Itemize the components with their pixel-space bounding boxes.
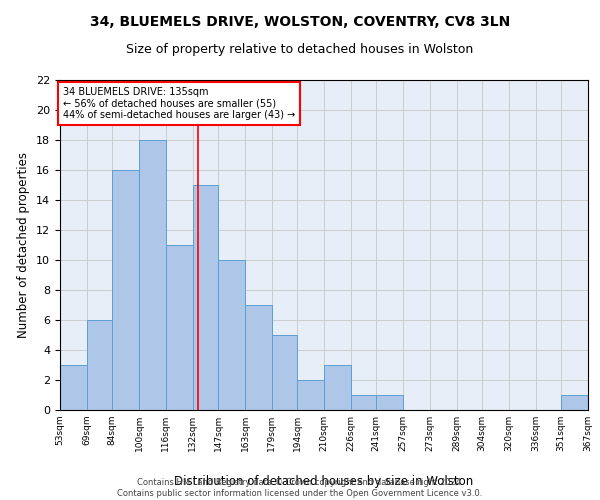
Text: 34, BLUEMELS DRIVE, WOLSTON, COVENTRY, CV8 3LN: 34, BLUEMELS DRIVE, WOLSTON, COVENTRY, C… [90, 15, 510, 29]
Bar [297, 380, 324, 410]
Bar [561, 395, 588, 410]
Text: 34 BLUEMELS DRIVE: 135sqm
← 56% of detached houses are smaller (55)
44% of semi-: 34 BLUEMELS DRIVE: 135sqm ← 56% of detac… [62, 86, 295, 120]
Bar [166, 245, 193, 410]
Text: Size of property relative to detached houses in Wolston: Size of property relative to detached ho… [127, 42, 473, 56]
Bar [272, 335, 297, 410]
Bar [245, 305, 272, 410]
Bar [193, 185, 218, 410]
Bar [351, 395, 376, 410]
Bar [218, 260, 245, 410]
Text: Distribution of detached houses by size in Wolston: Distribution of detached houses by size … [175, 474, 473, 488]
Bar [87, 320, 112, 410]
Bar [376, 395, 403, 410]
Y-axis label: Number of detached properties: Number of detached properties [17, 152, 31, 338]
Text: Contains HM Land Registry data © Crown copyright and database right 2024.
Contai: Contains HM Land Registry data © Crown c… [118, 478, 482, 498]
Bar [324, 365, 351, 410]
Bar [60, 365, 87, 410]
Bar [139, 140, 166, 410]
Bar [112, 170, 139, 410]
